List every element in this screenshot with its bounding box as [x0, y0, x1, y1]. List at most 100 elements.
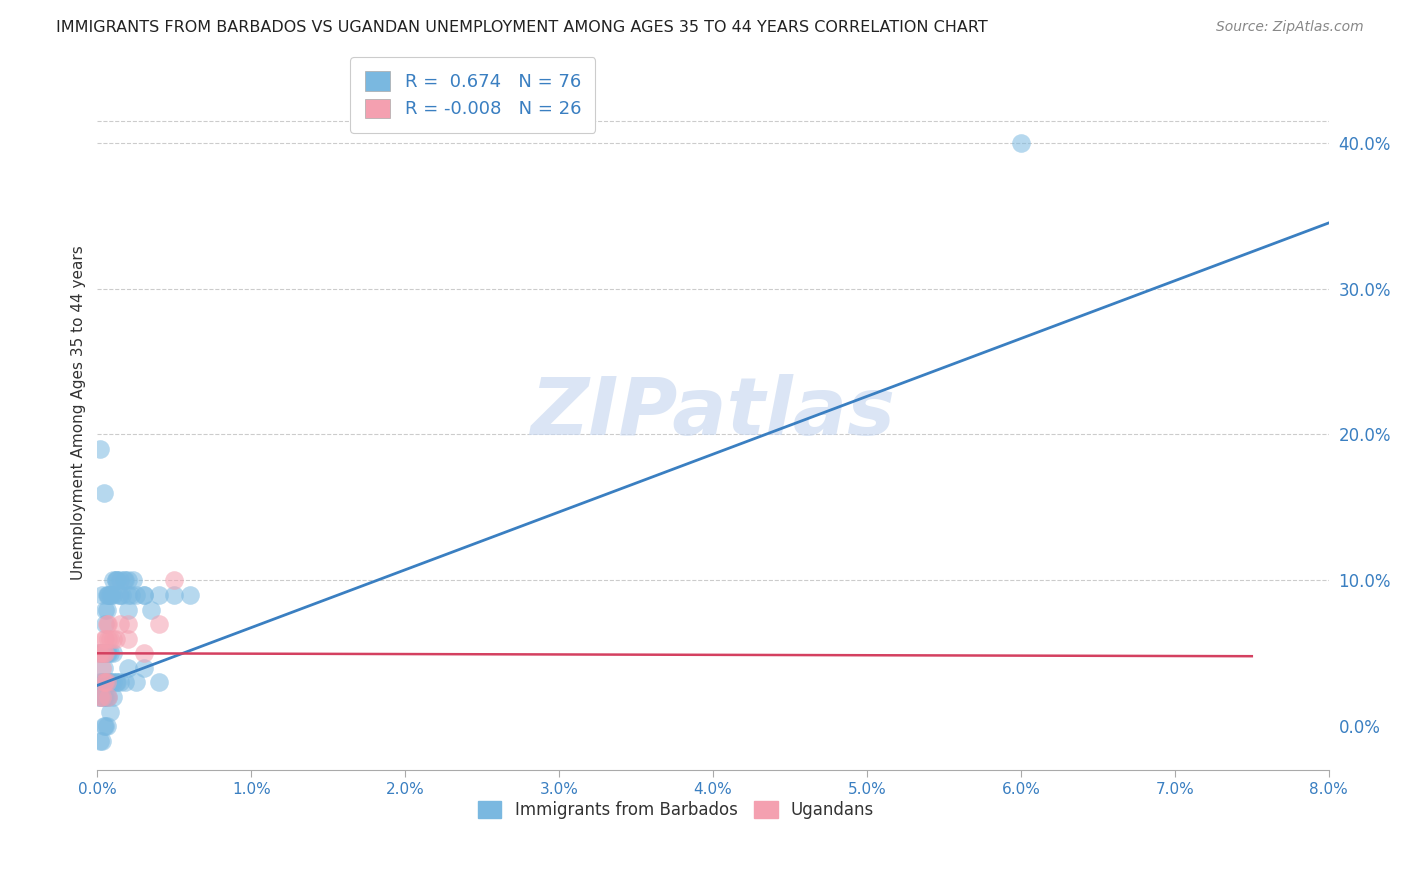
Point — [121, 574, 143, 588]
Point — [117, 617, 139, 632]
Point — [110, 588, 132, 602]
Point — [132, 661, 155, 675]
Point — [111, 588, 134, 602]
Point — [117, 602, 139, 616]
Point — [94, 632, 117, 646]
Point — [91, 734, 114, 748]
Point — [96, 617, 118, 632]
Point — [91, 690, 114, 704]
Point — [98, 646, 121, 660]
Point — [98, 675, 121, 690]
Point — [87, 690, 110, 704]
Point — [97, 632, 120, 646]
Point — [96, 646, 118, 660]
Point — [163, 588, 186, 602]
Point — [94, 719, 117, 733]
Point — [114, 574, 136, 588]
Point — [87, 646, 110, 660]
Point — [93, 719, 115, 733]
Point — [98, 705, 121, 719]
Point — [110, 574, 132, 588]
Point — [97, 617, 120, 632]
Point — [97, 588, 120, 602]
Point — [94, 646, 117, 660]
Point — [117, 632, 139, 646]
Point — [125, 588, 148, 602]
Point — [93, 675, 115, 690]
Point — [112, 574, 135, 588]
Point — [179, 588, 201, 602]
Point — [94, 617, 117, 632]
Point — [100, 588, 122, 602]
Point — [163, 574, 186, 588]
Legend: Immigrants from Barbados, Ugandans: Immigrants from Barbados, Ugandans — [471, 795, 880, 826]
Point — [96, 690, 118, 704]
Point — [91, 675, 114, 690]
Point — [93, 646, 115, 660]
Point — [89, 442, 111, 456]
Y-axis label: Unemployment Among Ages 35 to 44 years: Unemployment Among Ages 35 to 44 years — [72, 245, 86, 580]
Point — [97, 588, 120, 602]
Point — [93, 485, 115, 500]
Point — [101, 675, 124, 690]
Point — [98, 588, 121, 602]
Point — [96, 719, 118, 733]
Point — [97, 690, 120, 704]
Point — [101, 646, 124, 660]
Point — [89, 734, 111, 748]
Point — [89, 690, 111, 704]
Point — [96, 602, 118, 616]
Point — [93, 661, 115, 675]
Point — [104, 574, 127, 588]
Point — [105, 574, 128, 588]
Point — [98, 632, 121, 646]
Point — [117, 574, 139, 588]
Point — [104, 632, 127, 646]
Point — [94, 690, 117, 704]
Point — [132, 588, 155, 602]
Point — [117, 588, 139, 602]
Point — [91, 646, 114, 660]
Point — [105, 675, 128, 690]
Point — [100, 675, 122, 690]
Point — [148, 675, 170, 690]
Point — [114, 675, 136, 690]
Point — [148, 588, 170, 602]
Point — [104, 675, 127, 690]
Point — [96, 675, 118, 690]
Point — [89, 675, 111, 690]
Point — [104, 574, 127, 588]
Point — [132, 646, 155, 660]
Point — [97, 690, 120, 704]
Point — [93, 690, 115, 704]
Point — [94, 602, 117, 616]
Point — [120, 588, 142, 602]
Point — [101, 588, 124, 602]
Point — [91, 690, 114, 704]
Point — [94, 646, 117, 660]
Point — [125, 675, 148, 690]
Point — [1010, 136, 1032, 150]
Point — [101, 690, 124, 704]
Text: Source: ZipAtlas.com: Source: ZipAtlas.com — [1216, 20, 1364, 34]
Text: ZIPatlas: ZIPatlas — [530, 374, 896, 451]
Point — [101, 632, 124, 646]
Point — [96, 588, 118, 602]
Point — [110, 675, 132, 690]
Point — [110, 617, 132, 632]
Point — [101, 574, 124, 588]
Point — [89, 646, 111, 660]
Point — [93, 646, 115, 660]
Point — [108, 588, 131, 602]
Point — [117, 661, 139, 675]
Point — [97, 646, 120, 660]
Point — [87, 646, 110, 660]
Point — [91, 646, 114, 660]
Point — [93, 632, 115, 646]
Point — [141, 602, 163, 616]
Point — [91, 646, 114, 660]
Point — [97, 675, 120, 690]
Point — [94, 675, 117, 690]
Point — [91, 661, 114, 675]
Point — [132, 588, 155, 602]
